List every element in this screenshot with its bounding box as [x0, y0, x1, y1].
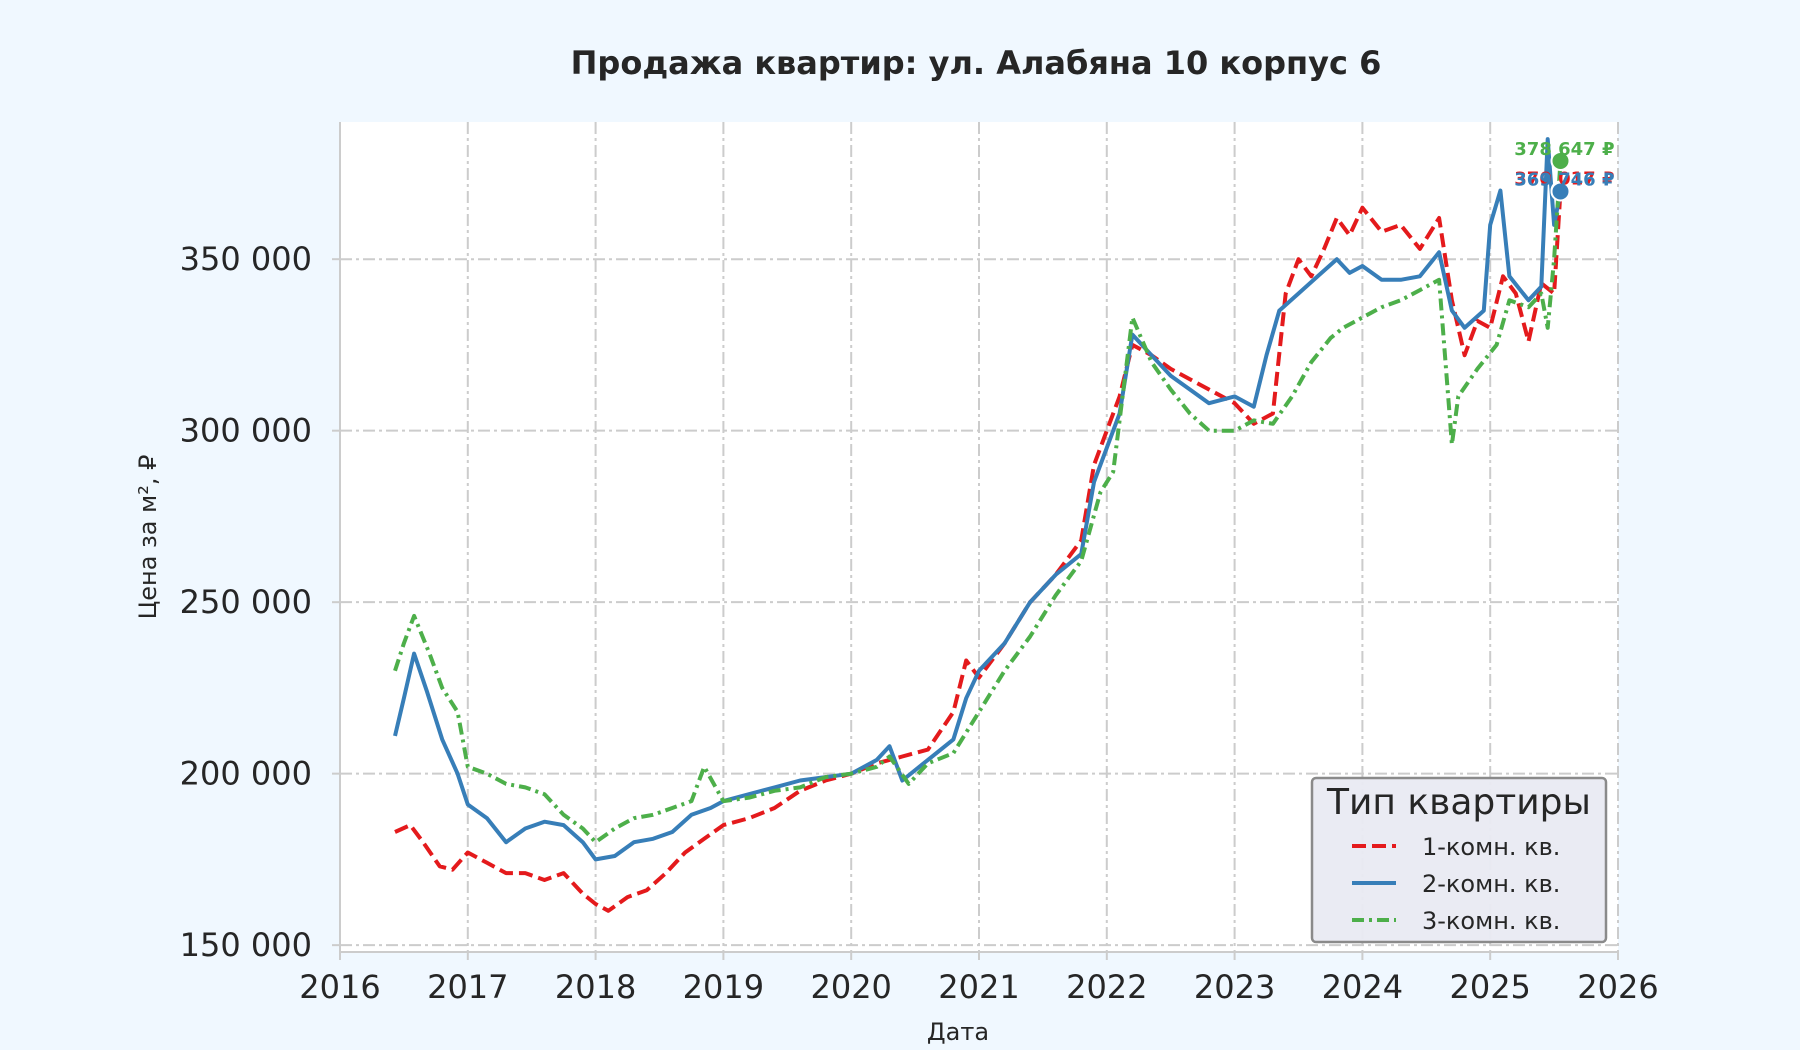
x-tick-label: 2016	[299, 968, 380, 1006]
grid-lines	[339, 122, 1619, 952]
x-tick-label: 2022	[1066, 968, 1147, 1006]
y-tick-label: 200 000	[180, 755, 312, 793]
x-tick-label: 2026	[1577, 968, 1658, 1006]
legend-title: Тип квартиры	[1326, 782, 1591, 823]
end-markers: 370 017 ₽369 746 ₽ 378 647 ₽	[1514, 139, 1614, 202]
x-tick-label: 2021	[938, 968, 1019, 1006]
end-point-2	[1550, 181, 1571, 202]
series-lines	[393, 137, 1563, 913]
y-tick-label: 250 000	[180, 583, 312, 621]
series-line-1	[394, 190, 1563, 913]
legend-label-2: 2-комн. кв.	[1422, 870, 1560, 898]
legend-entries: 1-комн. кв. 2-комн. кв. 3-комн. кв.	[1352, 833, 1560, 935]
axes	[332, 122, 1619, 960]
chart-title: Продажа квартир: ул. Алабяна 10 корпус 6	[571, 44, 1382, 82]
y-tick-label: 150 000	[180, 926, 312, 964]
series-line-3	[393, 160, 1563, 845]
legend: Тип квартиры 1-комн. кв. 2-комн. кв. 3-ком…	[1310, 776, 1608, 944]
x-tick-label: 2024	[1322, 968, 1403, 1006]
x-tick-label: 2019	[683, 968, 764, 1006]
end-point-3	[1550, 150, 1571, 171]
series-line-2	[393, 137, 1563, 862]
x-tick-label: 2020	[810, 968, 891, 1006]
y-tick-label: 350 000	[180, 240, 312, 278]
y-axis-label: Цена за м², ₽	[134, 455, 162, 620]
legend-label-3: 3-комн. кв.	[1422, 907, 1560, 935]
tick-labels: 2016 2017 2018 2019 2020 2021 2022 2023 2024 2025…	[180, 240, 1659, 1006]
x-tick-label: 2018	[555, 968, 636, 1006]
legend-label-1: 1-комн. кв.	[1422, 833, 1560, 861]
end-value-label-3: 378 647 ₽	[1514, 139, 1614, 160]
end-value-label-1: 370 017 ₽	[1514, 169, 1614, 190]
x-axis-label: Дата	[927, 1018, 989, 1046]
x-tick-label: 2023	[1194, 968, 1275, 1006]
legend-box	[1310, 776, 1608, 944]
y-tick-label: 300 000	[180, 412, 312, 450]
end-value-label-2: 369 746 ₽	[1514, 169, 1614, 190]
x-tick-label: 2025	[1449, 968, 1530, 1006]
x-tick-label: 2017	[427, 968, 508, 1006]
